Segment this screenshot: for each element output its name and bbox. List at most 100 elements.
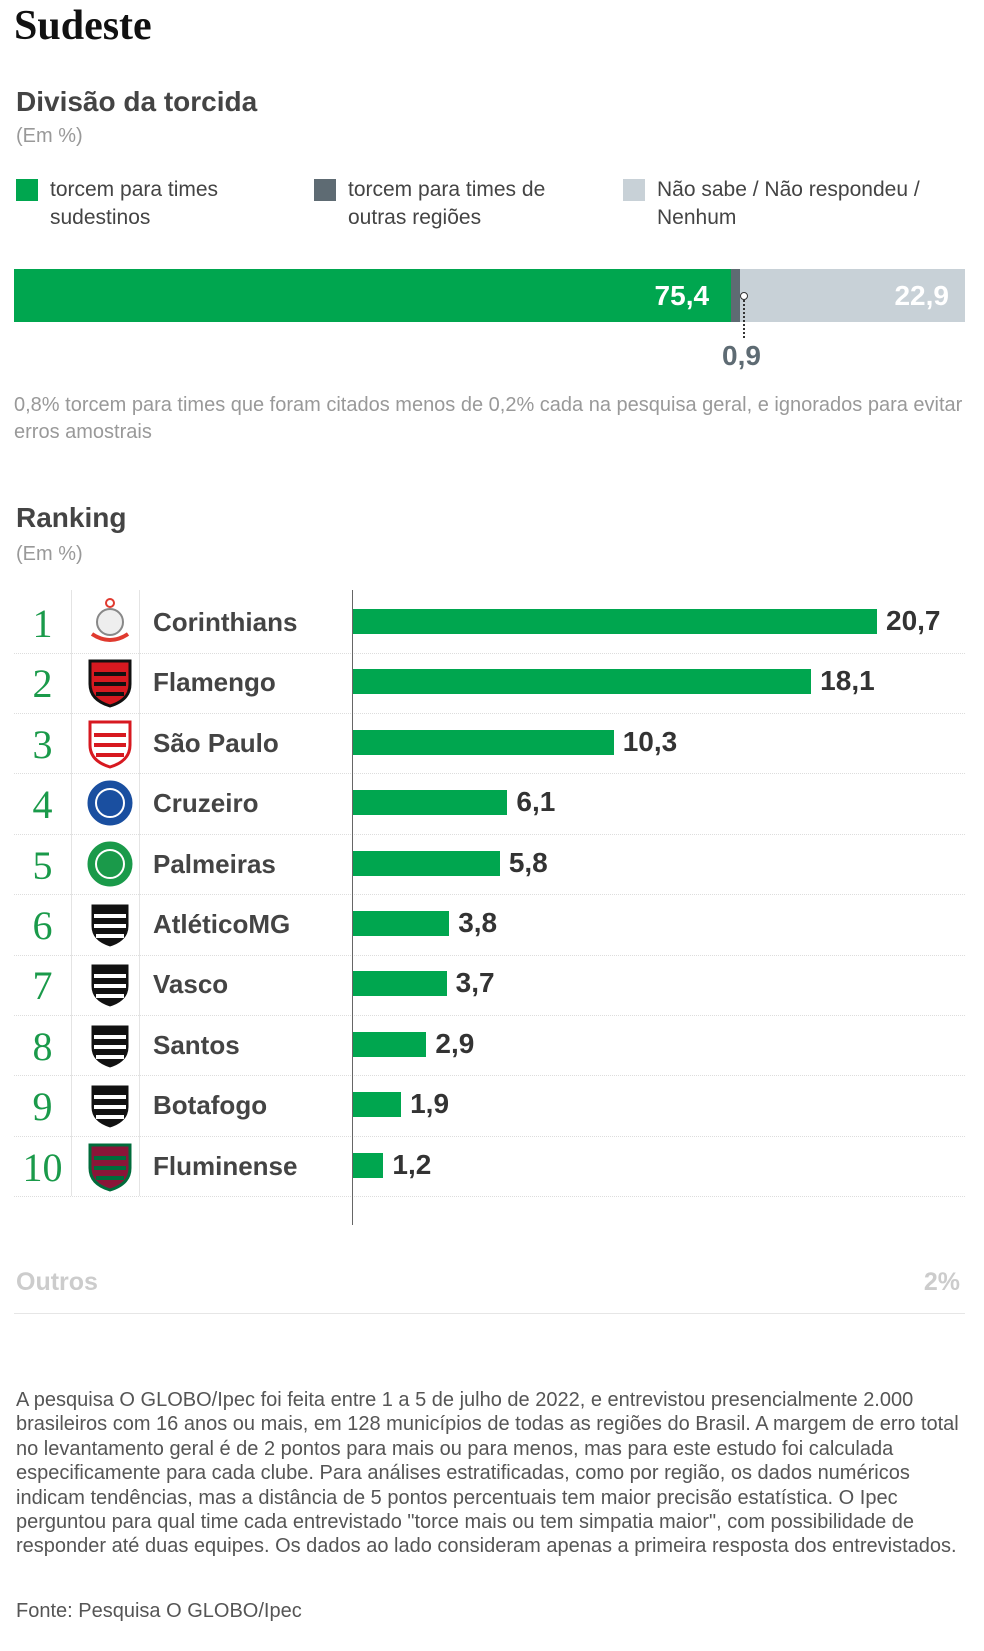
club-name: Flamengo	[153, 667, 276, 698]
others-label: Outros	[16, 1268, 98, 1296]
club-name: Fluminense	[153, 1150, 298, 1181]
source: Fonte: Pesquisa O GLOBO/Ipec	[16, 1600, 302, 1622]
segment-sudestinos: 75,4	[14, 269, 732, 322]
club-crest-icon	[88, 659, 132, 708]
bar-value-label: 2,9	[435, 1027, 475, 1059]
bar-value-label: 6,1	[516, 786, 556, 818]
rank-number: 6	[32, 903, 53, 948]
rank-number: 5	[32, 842, 53, 888]
division-note: 0,8% torcem para times que foram citados…	[14, 394, 963, 443]
bar-value-label: 1,2	[392, 1148, 432, 1180]
segment-outras-label: 0,9	[722, 340, 761, 371]
club-crest-icon	[88, 961, 132, 1010]
divider	[71, 771, 72, 834]
divider	[71, 952, 72, 1015]
table-row: 9 Botafogo 1,9	[14, 1073, 965, 1137]
bar	[353, 729, 614, 755]
bar	[353, 609, 877, 634]
club-crest-icon	[87, 780, 133, 826]
division-title: Divisão da torcida	[16, 86, 258, 117]
club-crest-icon	[88, 901, 132, 950]
bar-value-label: 1,9	[410, 1088, 450, 1120]
bar	[353, 911, 450, 936]
methodology-note: A pesquisa O GLOBO/Ipec foi feita entre …	[16, 1389, 959, 1558]
bar-value-label: 18,1	[820, 665, 875, 697]
legend-swatch	[623, 179, 645, 201]
divider	[71, 892, 72, 955]
bar-value-label: 10,3	[622, 725, 678, 757]
bar	[353, 1152, 384, 1178]
divider	[139, 1012, 140, 1076]
table-row: 1 Corinthians 20,7	[14, 590, 965, 654]
club-name: Corinthians	[153, 607, 298, 637]
divider	[139, 831, 140, 895]
club-name: Cruzeiro	[153, 788, 259, 819]
ranking-title: Ranking	[16, 502, 127, 533]
divider	[139, 952, 140, 1015]
segment-outras	[731, 269, 740, 322]
table-row: 6 AtléticoMG 3,8	[14, 892, 965, 956]
club-crest-icon	[88, 1082, 132, 1131]
table-row: 7 Vasco 3,7	[14, 952, 965, 1016]
ranking-unit: (Em %)	[16, 543, 83, 565]
segment-label: 22,9	[894, 279, 949, 311]
club-crest-icon	[88, 720, 132, 769]
club-name: Botafogo	[153, 1090, 268, 1121]
leader-line	[743, 296, 745, 338]
legend-label: Não sabe / Não respondeu / Nenhum	[657, 178, 920, 229]
bar-axis	[352, 590, 353, 1225]
rank-number: 1	[32, 601, 53, 646]
club-name: Palmeiras	[153, 848, 276, 879]
divider	[139, 892, 140, 955]
leader-dot	[740, 292, 748, 300]
divider	[139, 1073, 140, 1136]
club-crest-icon	[88, 1022, 132, 1071]
divider	[71, 650, 72, 713]
page-title: Sudeste	[14, 3, 152, 49]
rank-number: 2	[32, 661, 53, 707]
segment-label: 75,4	[654, 279, 710, 311]
rank-number: 10	[22, 1144, 63, 1190]
divider	[139, 771, 140, 834]
rank-number: 8	[32, 1023, 53, 1069]
club-name: Santos	[153, 1029, 240, 1060]
divider	[71, 590, 72, 653]
bar	[353, 669, 812, 695]
divider	[139, 1133, 140, 1197]
club-name: Vasco	[153, 969, 229, 1000]
legend-label: torcem para times de outras regiões	[348, 178, 546, 229]
divider	[14, 1313, 965, 1314]
table-row: 5 Palmeiras 5,8	[14, 831, 965, 896]
segment-nao-sabe: 22,9	[739, 269, 965, 322]
bar-value-label: 5,8	[508, 846, 548, 878]
rank-number: 7	[32, 963, 53, 1009]
bar	[353, 971, 447, 997]
bar	[353, 1031, 427, 1057]
table-row: 3 São Paulo 10,3	[14, 710, 965, 775]
divider	[71, 1012, 72, 1076]
bar	[353, 790, 508, 816]
legend-label: torcem para times sudestinos	[50, 178, 219, 229]
stacked-bar: 75,4 22,9	[14, 269, 965, 322]
club-crest-icon	[88, 1143, 132, 1192]
legend-swatch	[16, 179, 38, 201]
bar-value-label: 3,7	[455, 967, 495, 999]
bar	[353, 850, 500, 876]
club-name: São Paulo	[153, 727, 279, 758]
divider	[71, 1073, 72, 1136]
divider	[71, 710, 72, 774]
bar-value-label: 20,7	[886, 605, 941, 636]
divider	[71, 1133, 72, 1197]
divider	[71, 831, 72, 895]
legend-item-outras: torcem para times de outras regiões	[314, 176, 564, 232]
divider	[139, 710, 140, 774]
rank-number: 9	[32, 1084, 53, 1130]
club-name: AtléticoMG	[153, 909, 291, 939]
divider	[139, 590, 140, 653]
bar-value-label: 3,8	[458, 907, 498, 938]
bar	[353, 1092, 402, 1118]
table-row: 2 Flamengo 18,1	[14, 650, 965, 714]
division-unit: (Em %)	[16, 125, 83, 147]
legend-item-sudestinos: torcem para times sudestinos	[16, 176, 266, 232]
table-row: 4 Cruzeiro 6,1	[14, 771, 965, 835]
